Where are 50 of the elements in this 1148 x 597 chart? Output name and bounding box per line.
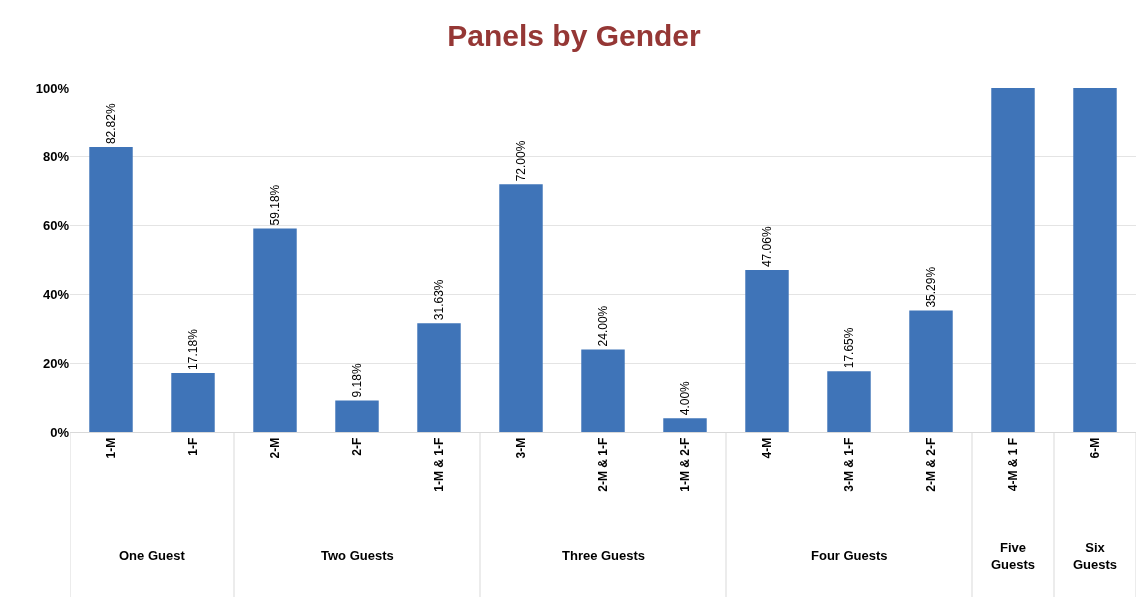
x-tick-label: 1-F <box>185 437 200 456</box>
y-tick-label: 40% <box>42 286 70 302</box>
data-label: 17.18% <box>186 328 200 370</box>
x-tick-label: 2-M <box>267 437 282 459</box>
x-tick-label: 2-F <box>349 437 364 456</box>
bar <box>499 184 543 432</box>
x-tick-label: 2-M & 1-F <box>595 437 610 492</box>
y-tick-label: 100% <box>35 80 70 96</box>
bar <box>1073 88 1117 432</box>
x-tick-label: 1-M <box>103 437 118 459</box>
data-label: 35.29% <box>924 266 938 308</box>
x-tick-label: 3-M & 1-F <box>841 437 856 492</box>
bar <box>827 371 871 432</box>
data-label: 9.18% <box>350 363 364 398</box>
bar <box>89 147 133 432</box>
text: Five Guests <box>991 540 1036 572</box>
bar <box>171 372 215 432</box>
y-tick-label: 0% <box>50 424 70 440</box>
chart-title: Panels by Gender <box>447 19 702 53</box>
data-label: 24.00% <box>596 305 610 347</box>
bar <box>253 228 297 432</box>
bar <box>335 400 379 432</box>
bar <box>581 349 625 432</box>
x-tick-label: 6-M <box>1087 437 1102 459</box>
bar <box>417 323 461 432</box>
x-tick-label: 1-M & 1-F <box>431 437 446 492</box>
text: Four Guests <box>811 548 888 563</box>
x-tick-label: 4-M <box>759 437 774 459</box>
text: Two Guests <box>321 548 394 563</box>
data-label: 72.00% <box>514 140 528 182</box>
bar <box>745 270 789 432</box>
data-label: 4.00% <box>678 380 692 416</box>
text: One Guest <box>119 548 186 563</box>
x-tick-label: 4-M & 1 F <box>1005 437 1020 492</box>
text: Three Guests <box>562 548 646 563</box>
y-tick-label: 60% <box>42 218 70 234</box>
x-tick-label: 3-M <box>513 437 528 459</box>
data-label: 59.18% <box>268 184 282 226</box>
y-tick-label: 20% <box>42 355 70 371</box>
bar <box>991 88 1035 432</box>
y-tick-label: 80% <box>42 149 70 165</box>
text: Six Guests <box>1073 540 1118 572</box>
data-label: 82.82% <box>104 103 118 145</box>
bar <box>663 418 707 432</box>
data-label: 31.63% <box>432 279 446 321</box>
bar <box>909 310 953 432</box>
x-tick-label: 1-M & 2-F <box>677 437 692 492</box>
data-label: 17.65% <box>842 327 856 369</box>
x-tick-label: 2-M & 2-F <box>923 437 938 492</box>
data-label: 47.06% <box>760 226 774 268</box>
